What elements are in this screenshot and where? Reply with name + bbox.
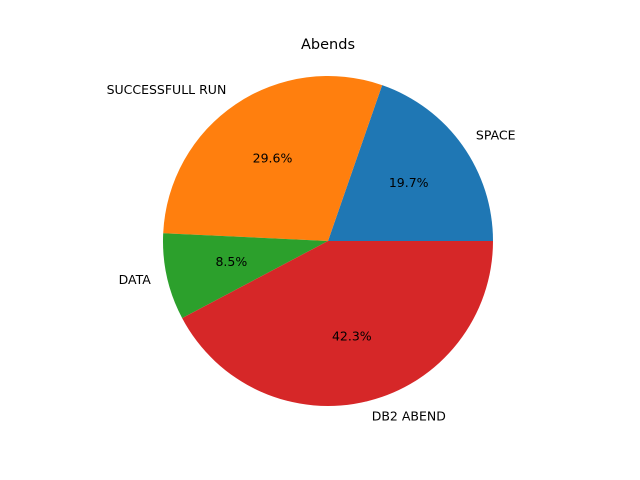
slice-percent-db2-abend: 42.3% bbox=[332, 329, 372, 344]
chart-title: Abends bbox=[301, 37, 355, 53]
pie-slices bbox=[162, 76, 494, 406]
slice-percent-data: 8.5% bbox=[215, 254, 247, 269]
slice-percent-successfull-run: 29.6% bbox=[253, 150, 293, 165]
slice-percent-space: 19.7% bbox=[389, 175, 429, 190]
pie-labels: SPACE 19.7% SUCCESSFULL RUN 29.6% DATA 8.5% DB… bbox=[107, 82, 516, 423]
slice-label-space: SPACE bbox=[476, 127, 516, 142]
slice-label-data: DATA bbox=[119, 272, 152, 287]
pie-slice-data bbox=[162, 233, 328, 319]
slice-label-successfull-run: SUCCESSFULL RUN bbox=[107, 82, 227, 97]
pie-slice-space bbox=[328, 85, 493, 241]
pie-slice-db2-abend bbox=[182, 241, 494, 406]
slice-label-db2-abend: DB2 ABEND bbox=[372, 409, 446, 424]
pie-slice-successfull-run bbox=[163, 76, 383, 242]
